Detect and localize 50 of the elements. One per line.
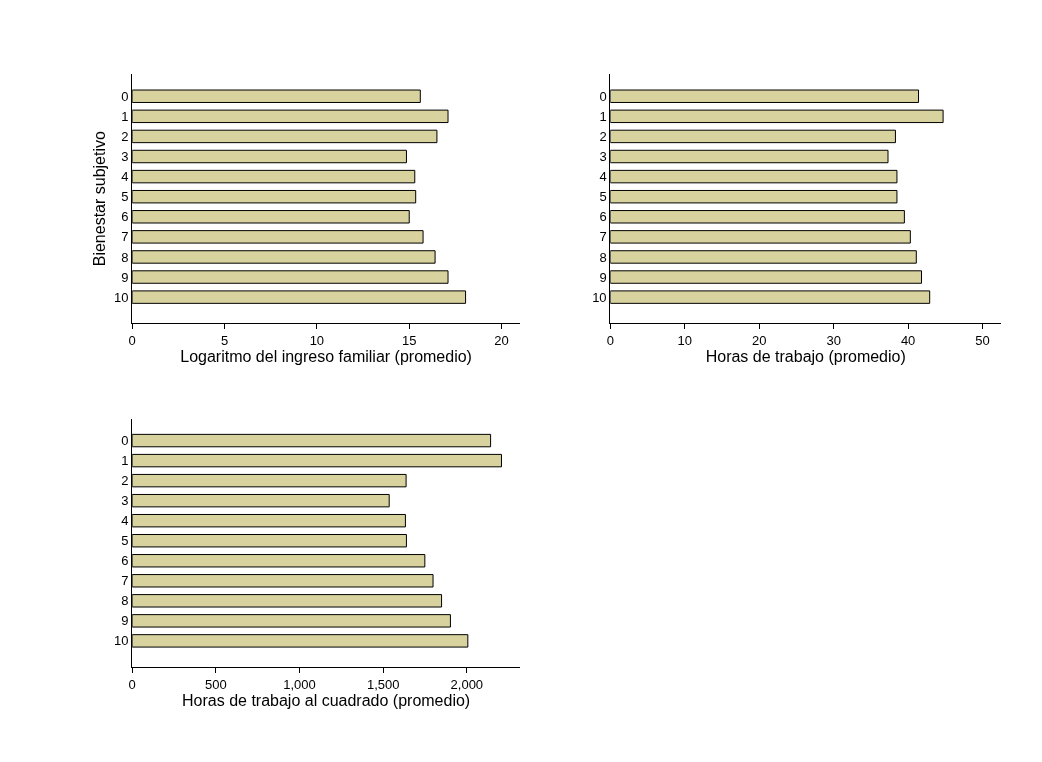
y-tick-label: 5 (599, 189, 607, 205)
y-tick-label: 1 (599, 108, 607, 124)
y-tick-label: 0 (121, 433, 129, 449)
x-tick-label: 20 (494, 332, 509, 348)
x-tick-label: 30 (826, 332, 841, 348)
y-tick-label: 5 (121, 189, 129, 205)
y-tick-label: 9 (121, 613, 129, 629)
y-tick-label: 8 (121, 593, 129, 609)
y-tick-label: 2 (599, 128, 607, 144)
y-tick-label: 4 (121, 513, 129, 529)
x-tick-label: 50 (975, 332, 990, 348)
x-tick-label: 5 (220, 332, 229, 348)
y-tick-label: 3 (121, 493, 129, 509)
y-tick-label: 8 (121, 249, 129, 265)
x-tick-label: 2,000 (450, 676, 484, 692)
y-tick-label: 10 (114, 633, 129, 649)
y-tick-label: 7 (599, 229, 607, 245)
x-tick-label: 500 (204, 676, 227, 692)
x-tick-label: 15 (401, 332, 417, 348)
y-tick-label: 4 (599, 169, 607, 185)
x-tick-label: 1,000 (283, 676, 316, 692)
y-tick-label: 2 (121, 473, 129, 489)
x-axis-title: Logaritmo del ingreso familiar (promedio) (180, 347, 472, 365)
y-tick-label: 2 (121, 128, 129, 144)
x-tick-label: 10 (677, 332, 692, 348)
y-tick-label: 6 (121, 553, 129, 569)
y-tick-label: 7 (121, 573, 129, 589)
y-tick-label: 7 (121, 229, 129, 245)
y-tick-label: 3 (599, 149, 607, 165)
x-tick-label: 20 (751, 332, 767, 348)
y-tick-label: 9 (599, 269, 607, 285)
y-tick-label: 3 (121, 149, 129, 165)
y-tick-label: 5 (121, 533, 129, 549)
y-axis-title: Bienestar subjetivo (90, 131, 108, 267)
y-tick-label: 1 (121, 108, 129, 124)
x-tick-label: 1,500 (366, 676, 400, 692)
x-tick-label: 10 (309, 332, 325, 348)
y-tick-label: 1 (121, 453, 129, 469)
y-tick-label: 8 (599, 249, 607, 265)
x-axis-title: Horas de trabajo al cuadrado (promedio) (182, 691, 471, 709)
y-tick-label: 6 (599, 209, 607, 225)
y-tick-label: 4 (121, 169, 129, 185)
y-tick-label: 9 (121, 269, 129, 285)
y-tick-label: 10 (592, 289, 607, 305)
y-tick-label: 0 (121, 88, 129, 104)
y-tick-label: 6 (121, 209, 129, 225)
y-tick-label: 10 (114, 289, 129, 305)
x-axis-title: Horas de trabajo (promedio) (705, 347, 906, 365)
x-tick-label: 40 (900, 332, 916, 348)
y-tick-label: 0 (599, 88, 607, 104)
